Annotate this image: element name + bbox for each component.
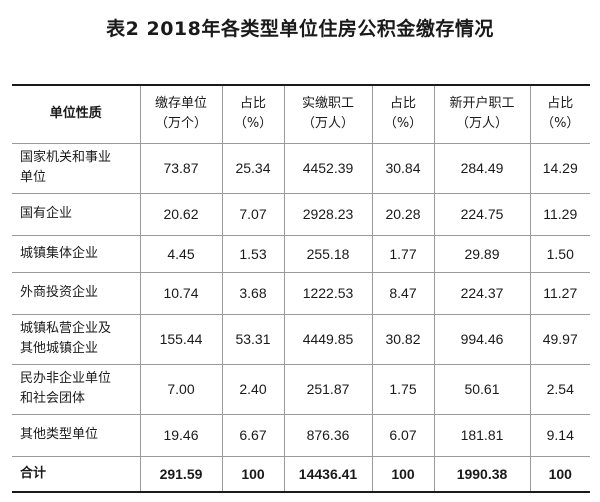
cell-units-pct: 3.68 bbox=[221, 271, 284, 315]
cell-workers-pct: 1.77 bbox=[371, 234, 434, 273]
total-label: 合计 bbox=[12, 455, 140, 493]
table-title: 表2 2018年各类型单位住房公积金缴存情况 bbox=[106, 18, 494, 40]
cell-workers: 251.87 bbox=[283, 363, 372, 415]
cell-workers-pct: 8.47 bbox=[371, 271, 434, 315]
header-unit-type: 单位性质 bbox=[12, 84, 140, 144]
cell-units-pct: 1.53 bbox=[221, 234, 284, 273]
cell-new-pct: 1.50 bbox=[529, 234, 590, 273]
cell-new-pct: 14.29 bbox=[529, 142, 590, 194]
cell-workers-pct: 20.28 bbox=[371, 192, 434, 236]
table-row: 民办非企业单位 和社会团体 7.00 2.40 251.87 1.75 50.6… bbox=[12, 363, 590, 415]
total-units-pct: 100 bbox=[221, 455, 284, 493]
cell-new-workers: 29.89 bbox=[433, 234, 530, 273]
total-workers-pct: 100 bbox=[371, 455, 434, 493]
cell-workers: 876.36 bbox=[283, 413, 372, 457]
row-unit-type: 国家机关和事业 单位 bbox=[12, 142, 140, 194]
cell-units-pct: 6.67 bbox=[221, 413, 284, 457]
cell-workers: 4449.85 bbox=[283, 313, 372, 365]
cell-units: 7.00 bbox=[139, 363, 222, 415]
header-new-workers: 新开户职工 （万人） bbox=[433, 84, 530, 144]
cell-new-workers: 224.37 bbox=[433, 271, 530, 315]
total-units: 291.59 bbox=[139, 455, 222, 493]
cell-workers: 2928.23 bbox=[283, 192, 372, 236]
cell-units-pct: 25.34 bbox=[221, 142, 284, 194]
cell-units-pct: 7.07 bbox=[221, 192, 284, 236]
total-new-pct: 100 bbox=[529, 455, 590, 493]
cell-units-pct: 53.31 bbox=[221, 313, 284, 365]
cell-new-workers: 50.61 bbox=[433, 363, 530, 415]
housing-fund-table: 单位性质 缴存单位 （万个） 占比 （%） 实缴职工 （万人） 占比 （%） 新… bbox=[12, 84, 590, 493]
header-units-pct: 占比 （%） bbox=[221, 84, 284, 144]
cell-new-pct: 11.27 bbox=[529, 271, 590, 315]
header-workers: 实缴职工 （万人） bbox=[283, 84, 372, 144]
cell-workers-pct: 30.84 bbox=[371, 142, 434, 194]
cell-workers: 1222.53 bbox=[283, 271, 372, 315]
row-unit-type: 外商投资企业 bbox=[12, 271, 140, 315]
cell-units: 19.46 bbox=[139, 413, 222, 457]
cell-new-pct: 11.29 bbox=[529, 192, 590, 236]
cell-units-pct: 2.40 bbox=[221, 363, 284, 415]
cell-new-workers: 994.46 bbox=[433, 313, 530, 365]
cell-workers: 255.18 bbox=[283, 234, 372, 273]
table-row: 外商投资企业 10.74 3.68 1222.53 8.47 224.37 11… bbox=[12, 271, 590, 315]
cell-new-workers: 181.81 bbox=[433, 413, 530, 457]
table-row: 国有企业 20.62 7.07 2928.23 20.28 224.75 11.… bbox=[12, 192, 590, 236]
total-row: 合计 291.59 100 14436.41 100 1990.38 100 bbox=[12, 455, 590, 493]
total-workers: 14436.41 bbox=[283, 455, 372, 493]
row-unit-type: 城镇私营企业及 其他城镇企业 bbox=[12, 313, 140, 365]
cell-workers-pct: 6.07 bbox=[371, 413, 434, 457]
cell-new-workers: 224.75 bbox=[433, 192, 530, 236]
cell-units: 20.62 bbox=[139, 192, 222, 236]
cell-units: 4.45 bbox=[139, 234, 222, 273]
table-row: 国家机关和事业 单位 73.87 25.34 4452.39 30.84 284… bbox=[12, 142, 590, 194]
cell-workers: 4452.39 bbox=[283, 142, 372, 194]
row-unit-type: 城镇集体企业 bbox=[12, 234, 140, 273]
cell-workers-pct: 30.82 bbox=[371, 313, 434, 365]
cell-new-pct: 9.14 bbox=[529, 413, 590, 457]
cell-units: 73.87 bbox=[139, 142, 222, 194]
table-row: 城镇集体企业 4.45 1.53 255.18 1.77 29.89 1.50 bbox=[12, 234, 590, 273]
cell-units: 10.74 bbox=[139, 271, 222, 315]
cell-new-workers: 284.49 bbox=[433, 142, 530, 194]
cell-new-pct: 49.97 bbox=[529, 313, 590, 365]
cell-workers-pct: 1.75 bbox=[371, 363, 434, 415]
cell-units: 155.44 bbox=[139, 313, 222, 365]
header-units: 缴存单位 （万个） bbox=[139, 84, 222, 144]
cell-new-pct: 2.54 bbox=[529, 363, 590, 415]
row-unit-type: 民办非企业单位 和社会团体 bbox=[12, 363, 140, 415]
row-unit-type: 国有企业 bbox=[12, 192, 140, 236]
total-new-workers: 1990.38 bbox=[433, 455, 530, 493]
table-row: 其他类型单位 19.46 6.67 876.36 6.07 181.81 9.1… bbox=[12, 413, 590, 457]
header-new-pct: 占比 （%） bbox=[529, 84, 590, 144]
table-row: 城镇私营企业及 其他城镇企业 155.44 53.31 4449.85 30.8… bbox=[12, 313, 590, 365]
header-workers-pct: 占比 （%） bbox=[371, 84, 434, 144]
row-unit-type: 其他类型单位 bbox=[12, 413, 140, 457]
header-row: 单位性质 缴存单位 （万个） 占比 （%） 实缴职工 （万人） 占比 （%） 新… bbox=[12, 84, 590, 144]
